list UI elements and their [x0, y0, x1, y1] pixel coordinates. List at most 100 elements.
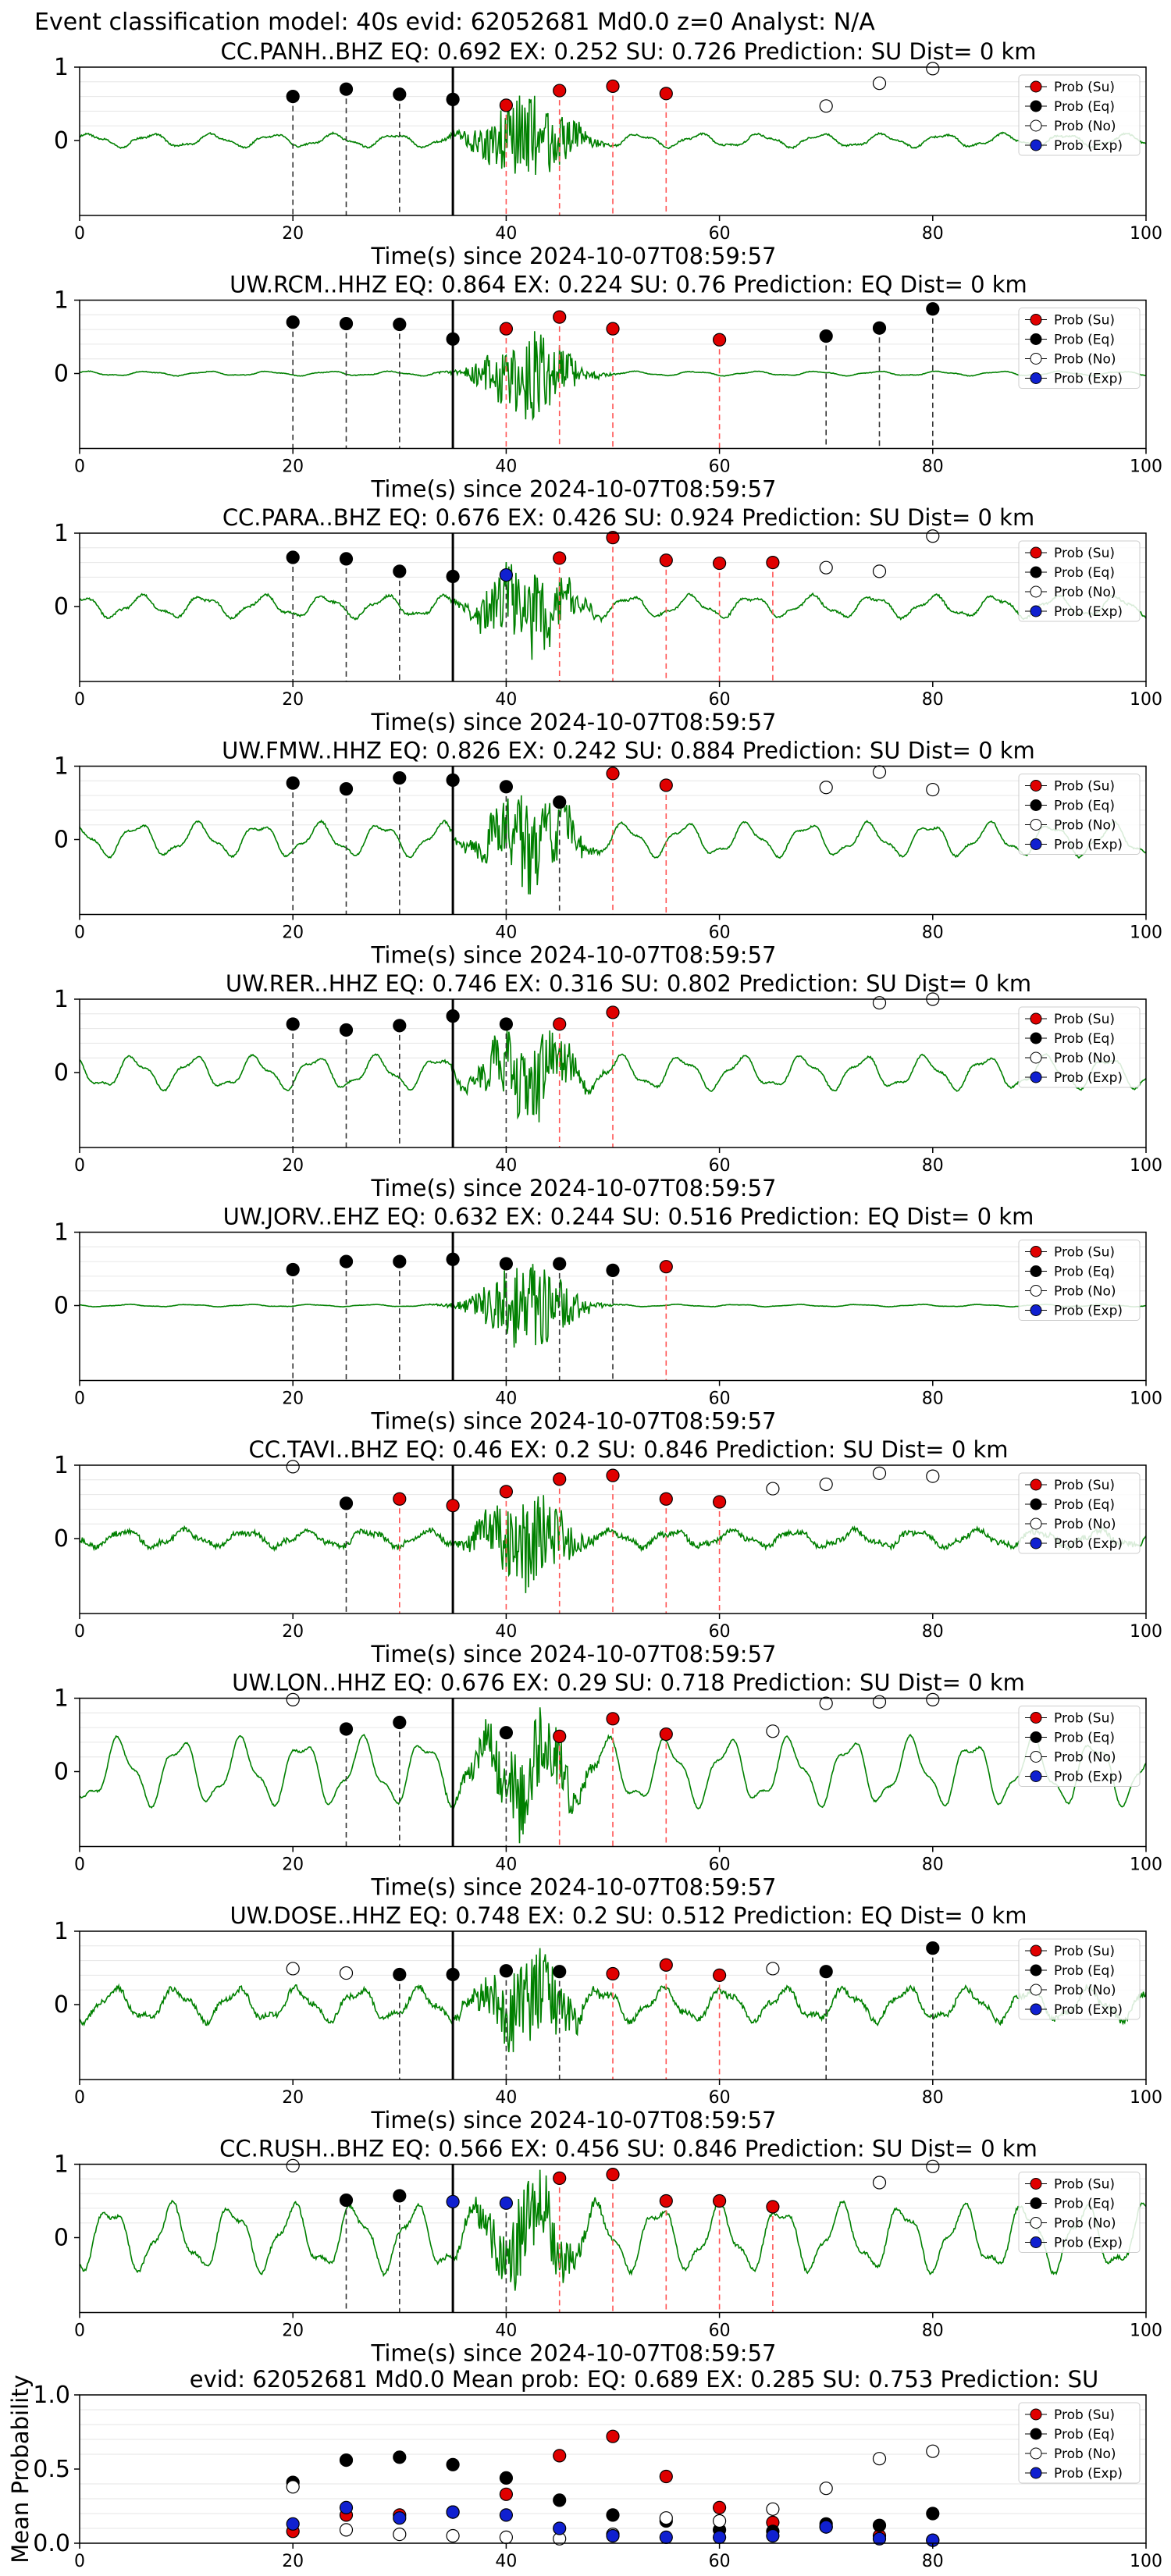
x-tick-label: 20 [282, 690, 304, 710]
x-tick-label: 20 [282, 2322, 304, 2341]
legend-marker [1030, 2217, 1042, 2229]
x-tick-label: 60 [709, 1156, 731, 1176]
probability-point [766, 1724, 780, 1738]
y-tick-label: 1.0 [33, 2382, 70, 2409]
probability-point [553, 795, 567, 809]
legend-marker [1030, 1012, 1042, 1025]
probability-point [286, 1017, 300, 1031]
legend-label: Prob (Eq) [1054, 1963, 1115, 1979]
y-tick-label: 0 [54, 593, 69, 621]
legend-label: Prob (Eq) [1054, 99, 1115, 115]
legend-label: Prob (Eq) [1054, 2197, 1115, 2212]
station-panel: UW.RCM..HHZ EQ: 0.864 EX: 0.224 SU: 0.76… [54, 272, 1162, 503]
x-axis-label: Time(s) since 2024-10-07T08:59:57 [371, 1408, 777, 1435]
y-tick-label: 0 [54, 1759, 69, 1786]
y-tick-label: 0 [54, 1525, 69, 1553]
probability-point [446, 92, 460, 106]
x-tick-label: 40 [495, 1856, 517, 1875]
legend-label: Prob (Eq) [1054, 1265, 1115, 1280]
legend-box [1018, 1006, 1141, 1088]
mean-point [659, 2511, 673, 2525]
probability-point [286, 1962, 300, 1976]
probability-point [339, 1966, 354, 1980]
mean-point [553, 2521, 567, 2535]
probability-point [393, 564, 407, 578]
y-tick-label: 1 [54, 520, 69, 547]
x-tick-label: 100 [1130, 690, 1162, 710]
x-tick-label: 0 [74, 2322, 85, 2341]
legend-marker [1030, 1051, 1042, 1064]
x-tick-label: 20 [282, 224, 304, 244]
station-panel: CC.PARA..BHZ EQ: 0.676 EX: 0.426 SU: 0.9… [54, 504, 1162, 735]
mean-point [659, 2469, 673, 2484]
legend-label: Prob (Exp) [1054, 838, 1123, 853]
probability-point [712, 1495, 727, 1509]
probability-point [553, 1472, 567, 1486]
x-tick-label: 60 [709, 2552, 731, 2571]
legend-label: Prob (Su) [1054, 779, 1115, 795]
probability-point [819, 99, 833, 113]
mean-point [926, 2444, 940, 2458]
legend-marker [1030, 80, 1042, 93]
x-tick-label: 80 [922, 923, 944, 943]
probability-point [339, 552, 354, 566]
legend-box [1018, 1240, 1141, 1321]
y-tick-label: 1 [54, 753, 69, 781]
x-tick-label: 20 [282, 923, 304, 943]
y-tick-label: 0.5 [33, 2456, 70, 2483]
x-tick-label: 80 [922, 1389, 944, 1409]
panel-title: CC.PARA..BHZ EQ: 0.676 EX: 0.426 SU: 0.9… [222, 504, 1034, 531]
probability-point [553, 1257, 567, 1271]
legend-label: Prob (Exp) [1054, 372, 1123, 387]
legend-marker [1030, 353, 1042, 365]
probability-point [872, 2176, 887, 2190]
y-tick-label: 1 [54, 1685, 69, 1713]
mean-point [606, 2429, 620, 2443]
y-tick-label: 0 [54, 2225, 69, 2252]
probability-point [393, 1492, 407, 1506]
probability-point [606, 2168, 620, 2182]
legend-label: Prob (No) [1054, 585, 1116, 600]
legend-label: Prob (Eq) [1054, 799, 1115, 814]
probability-point [606, 767, 620, 781]
probability-point [393, 2189, 407, 2203]
x-tick-label: 100 [1130, 457, 1162, 477]
axes-frame [79, 1464, 1147, 1614]
legend-label: Prob (Exp) [1054, 1536, 1123, 1552]
probability-point [872, 564, 887, 578]
probability-point [872, 321, 887, 335]
probability-point [393, 1967, 407, 1982]
probability-point [499, 780, 514, 794]
probability-point [499, 2196, 514, 2210]
legend-marker [1030, 100, 1042, 112]
probability-point [606, 1005, 620, 1019]
station-panel: CC.RUSH..BHZ EQ: 0.566 EX: 0.456 SU: 0.8… [54, 2136, 1162, 2367]
probability-point [393, 770, 407, 785]
legend-marker [1030, 585, 1042, 598]
probability-point [819, 1477, 833, 1492]
x-tick-label: 80 [922, 2322, 944, 2341]
y-tick-label: 0 [54, 827, 69, 854]
legend-label: Prob (No) [1054, 1284, 1116, 1300]
x-tick-label: 80 [922, 457, 944, 477]
probability-point [499, 1017, 514, 1031]
probability-point [286, 315, 300, 329]
probability-point [606, 1468, 620, 1482]
probability-point [339, 1254, 354, 1268]
probability-point [446, 1967, 460, 1982]
legend-label: Prob (No) [1054, 1051, 1116, 1066]
mean-point [712, 2500, 727, 2514]
probability-point [339, 1496, 354, 1510]
mean-point [446, 2528, 460, 2543]
x-tick-label: 80 [922, 224, 944, 244]
x-axis-label: Time(s) since 2024-10-07T08:59:57 [371, 1175, 777, 1201]
legend-label: Prob (No) [1054, 1750, 1116, 1766]
station-panel: CC.PANH..BHZ EQ: 0.692 EX: 0.252 SU: 0.7… [54, 38, 1162, 269]
probability-point [766, 1962, 780, 1976]
probability-point [606, 79, 620, 94]
x-tick-label: 0 [74, 457, 85, 477]
legend-marker [1030, 780, 1042, 792]
x-tick-label: 20 [282, 2088, 304, 2108]
probability-point [766, 2200, 780, 2214]
station-panel: CC.TAVI..BHZ EQ: 0.46 EX: 0.2 SU: 0.846 … [54, 1436, 1162, 1667]
